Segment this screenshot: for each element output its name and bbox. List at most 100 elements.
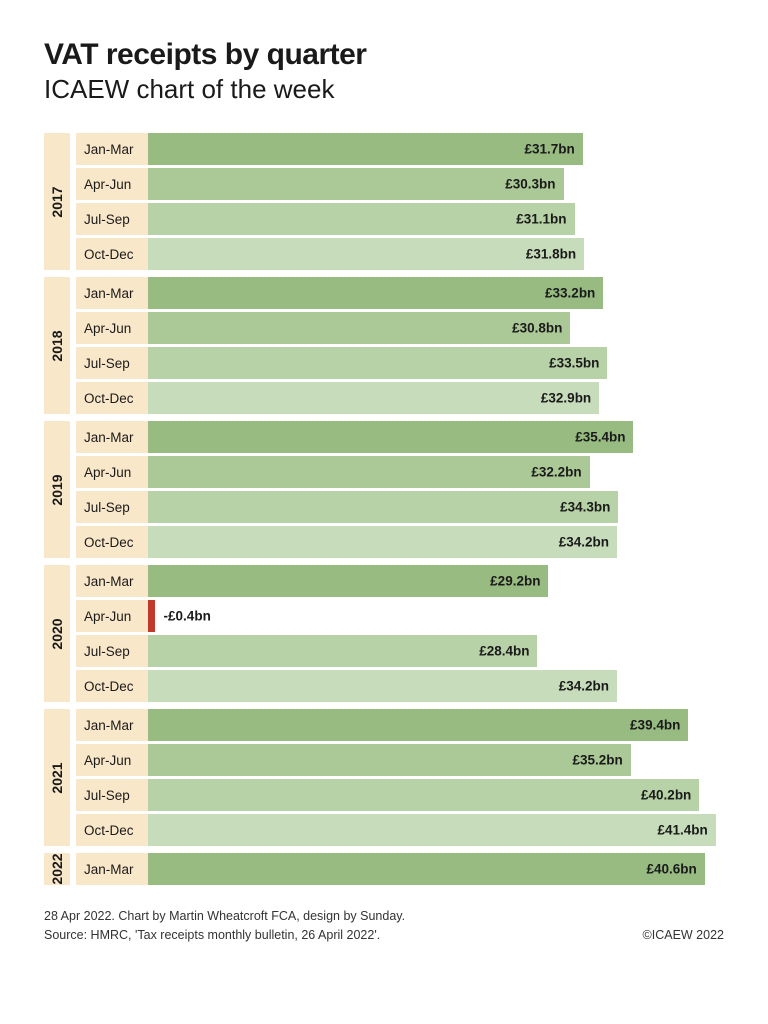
year-label: 2020: [49, 618, 65, 649]
bar-row: Jul-Sep£28.4bn: [76, 635, 724, 667]
bar: [148, 526, 617, 558]
year-label-col: 2022: [44, 853, 70, 885]
value-label: £33.2bn: [545, 286, 595, 301]
bar-track: -£0.4bn: [148, 600, 724, 632]
year-label: 2017: [49, 186, 65, 217]
bar-row: Jan-Mar £29.2bn: [76, 565, 724, 597]
value-label: £32.2bn: [531, 465, 581, 480]
bar-chart: 2017Jan-Mar£31.7bnApr-Jun£30.3bnJul-Sep£…: [44, 133, 724, 885]
bar-row: Jan-Mar £40.6bn: [76, 853, 724, 885]
quarter-label: Jul-Sep: [76, 203, 148, 235]
bar-track: £34.2bn: [148, 670, 724, 702]
quarter-label: Jan-Mar: [76, 277, 148, 309]
footer-line-1: 28 Apr 2022. Chart by Martin Wheatcroft …: [44, 907, 724, 926]
year-label: 2021: [49, 762, 65, 793]
bar-track: £31.7bn: [148, 133, 724, 165]
year-group: 2020 Jan-Mar £29.2bn Apr-Jun-£0.4bnJul-Sep£…: [44, 565, 724, 702]
bar: [148, 421, 633, 453]
bars-col: Jan-Mar£35.4bnApr-Jun £32.2bn Jul-Sep £34.3…: [76, 421, 724, 558]
bars-col: Jan-Mar £40.6bn: [76, 853, 724, 885]
value-label: £34.3bn: [560, 500, 610, 515]
value-label: £30.8bn: [512, 321, 562, 336]
year-label: 2022: [49, 853, 65, 884]
quarter-label: Jan-Mar: [76, 565, 148, 597]
bars-col: Jan-Mar £39.4bn Apr-Jun £35.2bn Jul-Sep£40.2…: [76, 709, 724, 846]
year-group: 2022 Jan-Mar £40.6bn: [44, 853, 724, 885]
bar-track: £33.5bn: [148, 347, 724, 379]
quarter-label: Oct-Dec: [76, 814, 148, 846]
bar: [148, 203, 575, 235]
bar-row: Jul-Sep £34.3bn: [76, 491, 724, 523]
chart-subtitle: ICAEW chart of the week: [44, 74, 724, 105]
bars-col: Jan-Mar£31.7bnApr-Jun£30.3bnJul-Sep£31.1…: [76, 133, 724, 270]
value-label: -£0.4bn: [164, 609, 211, 624]
year-group: 2018 Jan-Mar £33.2bn Apr-Jun£30.8bnJul-Sep £…: [44, 277, 724, 414]
value-label: £33.5bn: [549, 356, 599, 371]
bar-track: £29.2bn: [148, 565, 724, 597]
bar: [148, 814, 716, 846]
bar: [148, 382, 599, 414]
bar-row: Jan-Mar£35.4bn: [76, 421, 724, 453]
bar-track: £40.6bn: [148, 853, 724, 885]
bar: [148, 312, 570, 344]
value-label: £39.4bn: [630, 718, 680, 733]
bar-row: Oct-Dec£34.2bn: [76, 670, 724, 702]
bars-col: Jan-Mar £29.2bn Apr-Jun-£0.4bnJul-Sep£28.4…: [76, 565, 724, 702]
value-label: £40.2bn: [641, 788, 691, 803]
bar: [148, 670, 617, 702]
bar-track: £28.4bn: [148, 635, 724, 667]
quarter-label: Jul-Sep: [76, 347, 148, 379]
bar-row: Oct-Dec£34.2bn: [76, 526, 724, 558]
bar-row: Jan-Mar £33.2bn: [76, 277, 724, 309]
quarter-label: Apr-Jun: [76, 456, 148, 488]
bar-track: £32.2bn: [148, 456, 724, 488]
quarter-label: Jan-Mar: [76, 853, 148, 885]
bar: [148, 853, 705, 885]
bar: [148, 238, 584, 270]
bar-row: Jul-Sep £33.5bn: [76, 347, 724, 379]
bar: [148, 779, 699, 811]
year-label-col: 2020: [44, 565, 70, 702]
year-label: 2018: [49, 330, 65, 361]
bar-track: £41.4bn: [148, 814, 724, 846]
year-label-col: 2017: [44, 133, 70, 270]
chart-footer: 28 Apr 2022. Chart by Martin Wheatcroft …: [44, 907, 724, 945]
bar: [148, 709, 688, 741]
bar-row: Jan-Mar£31.7bn: [76, 133, 724, 165]
quarter-label: Oct-Dec: [76, 382, 148, 414]
quarter-label: Jan-Mar: [76, 709, 148, 741]
value-label: £40.6bn: [647, 862, 697, 877]
year-label-col: 2019: [44, 421, 70, 558]
value-label: £35.2bn: [572, 753, 622, 768]
quarter-label: Apr-Jun: [76, 744, 148, 776]
value-label: £31.7bn: [524, 142, 574, 157]
bar-row: Apr-Jun£30.3bn: [76, 168, 724, 200]
bar: [148, 456, 590, 488]
quarter-label: Oct-Dec: [76, 238, 148, 270]
quarter-label: Jul-Sep: [76, 635, 148, 667]
bar-row: Apr-Jun £35.2bn: [76, 744, 724, 776]
bar: [148, 277, 603, 309]
bar-row: Apr-Jun£30.8bn: [76, 312, 724, 344]
bar-row: Oct-Dec £32.9bn: [76, 382, 724, 414]
bar-row: Apr-Jun £32.2bn: [76, 456, 724, 488]
year-label-col: 2021: [44, 709, 70, 846]
year-label-col: 2018: [44, 277, 70, 414]
bar-row: Jul-Sep£40.2bn: [76, 779, 724, 811]
value-label: £34.2bn: [559, 535, 609, 550]
bar-track: £34.2bn: [148, 526, 724, 558]
bar-track: £31.8bn: [148, 238, 724, 270]
bar-track: £40.2bn: [148, 779, 724, 811]
bar-track: £30.3bn: [148, 168, 724, 200]
value-label: £32.9bn: [541, 391, 591, 406]
quarter-label: Jul-Sep: [76, 491, 148, 523]
value-label: £41.4bn: [657, 823, 707, 838]
bar-row: Apr-Jun-£0.4bn: [76, 600, 724, 632]
bar-row: Oct-Dec£31.8bn: [76, 238, 724, 270]
bar: [148, 744, 631, 776]
chart-page: VAT receipts by quarter ICAEW chart of t…: [0, 0, 768, 975]
year-label: 2019: [49, 474, 65, 505]
bar-track: £30.8bn: [148, 312, 724, 344]
bar-row: Oct-Dec £41.4bn: [76, 814, 724, 846]
value-label: £29.2bn: [490, 574, 540, 589]
